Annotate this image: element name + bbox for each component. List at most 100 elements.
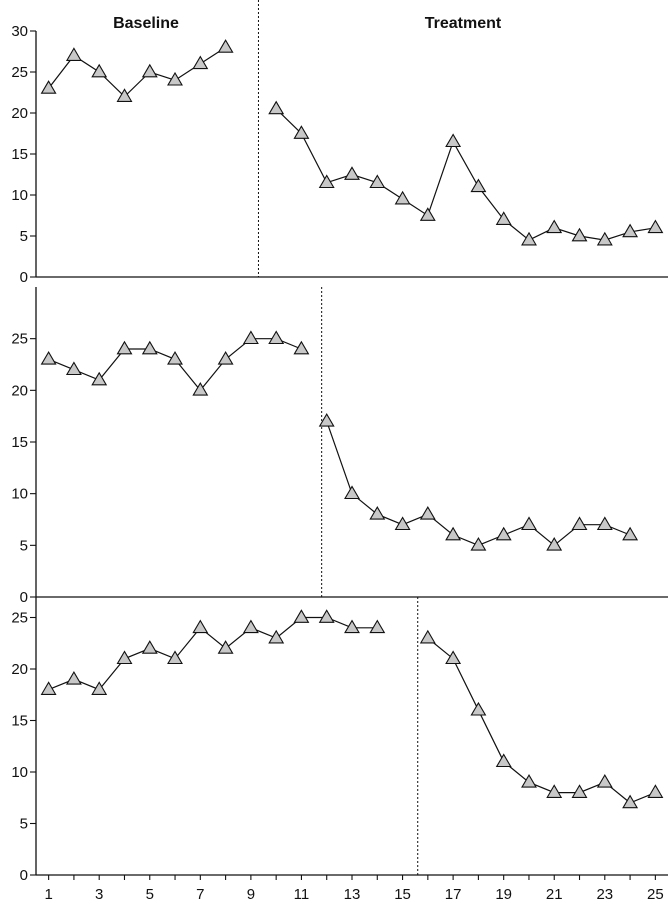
data-point-triangle [141,640,158,654]
data-point-triangle [40,351,57,365]
phase-label-treatment: Treatment [425,15,502,32]
y-tick-label-panel-3: 5 [20,816,28,833]
series-line-treatment-panel-1 [275,108,656,241]
series-line-baseline-panel-3 [48,616,378,691]
data-point-triangle [445,650,462,665]
x-tick-label: 3 [95,886,103,903]
y-tick-label-panel-3: 0 [20,867,28,884]
data-point-triangle [470,537,487,551]
data-point-triangle [217,351,234,365]
data-point-triangle [419,629,436,644]
data-point-triangle [268,100,285,115]
x-tick-label: 9 [247,886,255,903]
data-point-triangle [546,537,563,551]
data-point-triangle [192,55,209,70]
y-tick-label-panel-1: 5 [20,228,28,245]
data-point-triangle [622,794,639,809]
data-point-triangle [596,231,613,246]
data-point-triangle [167,650,183,665]
y-tick-label-panel-2: 25 [11,331,28,348]
data-point-triangle [167,351,183,365]
x-tick-label: 7 [196,886,204,903]
data-point-triangle [596,774,613,788]
data-point-triangle [242,619,259,634]
data-point-triangle [571,227,588,242]
data-point-triangle [647,784,664,798]
data-point-triangle [167,71,183,86]
data-point-triangle [91,681,108,695]
data-point-triangle [318,413,335,427]
data-point-triangle [141,63,158,78]
data-point-triangle [369,174,386,189]
data-point-triangle [546,784,563,798]
data-point-triangle [445,133,462,148]
data-point-triangle [318,174,335,189]
data-point-triangle [91,371,108,386]
x-tick-label: 17 [445,886,462,903]
data-point-triangle [217,640,234,654]
y-tick-label-panel-3: 20 [11,661,28,678]
data-point-triangle [293,125,310,139]
y-tick-label-panel-2: 20 [11,382,28,399]
x-tick-label: 5 [146,886,154,903]
data-point-triangle [546,219,563,234]
x-tick-label: 11 [294,886,310,903]
data-point-triangle [268,629,285,644]
y-tick-label-panel-1: 10 [11,187,28,204]
data-point-triangle [470,701,487,716]
data-point-triangle [394,516,411,531]
y-tick-label-panel-1: 25 [11,64,28,81]
x-tick-label: 15 [394,886,411,903]
x-tick-label: 23 [596,886,613,903]
data-point-triangle [40,80,57,94]
x-tick-label: 1 [44,886,52,903]
data-point-triangle [495,526,512,541]
x-tick-label: 19 [495,886,512,903]
data-point-triangle [192,619,209,634]
x-tick-label: 21 [546,886,563,903]
data-point-triangle [65,361,82,376]
data-point-triangle [495,753,512,768]
y-tick-label-panel-3: 15 [11,713,28,730]
y-tick-label-panel-2: 10 [11,486,28,503]
data-point-triangle [318,609,335,623]
data-point-triangle [419,207,436,221]
data-point-triangle [293,340,310,355]
data-point-triangle [192,382,209,396]
data-point-triangle [40,681,57,695]
y-tick-label-panel-3: 25 [11,610,28,627]
data-point-triangle [419,506,436,520]
data-point-triangle [521,516,537,531]
data-point-triangle [116,650,133,665]
series-line-treatment-panel-3 [427,637,656,804]
y-tick-label-panel-2: 0 [20,589,28,606]
data-point-triangle [369,506,386,520]
data-point-triangle [596,516,613,531]
data-point-triangle [268,330,285,345]
x-tick-label: 13 [344,886,361,903]
y-tick-label-panel-1: 0 [20,269,28,286]
data-point-triangle [344,485,360,500]
data-point-triangle [116,340,133,355]
data-point-triangle [344,166,360,180]
data-point-triangle [521,774,537,788]
data-point-triangle [394,190,411,205]
data-point-triangle [445,526,462,541]
data-point-triangle [65,671,82,685]
data-point-triangle [344,619,360,634]
data-point-triangle [141,340,158,355]
data-point-triangle [495,211,512,225]
data-point-triangle [293,609,310,623]
data-point-triangle [116,88,133,102]
y-tick-label-panel-2: 5 [20,537,28,554]
y-tick-label-panel-1: 20 [11,105,28,122]
y-tick-label-panel-1: 15 [11,146,28,163]
data-point-triangle [571,784,588,798]
data-point-triangle [521,231,537,246]
data-point-triangle [65,47,82,61]
phase-label-baseline: Baseline [113,15,179,32]
x-tick-label: 25 [647,886,664,903]
data-point-triangle [242,330,259,345]
y-tick-label-panel-2: 15 [11,434,28,451]
